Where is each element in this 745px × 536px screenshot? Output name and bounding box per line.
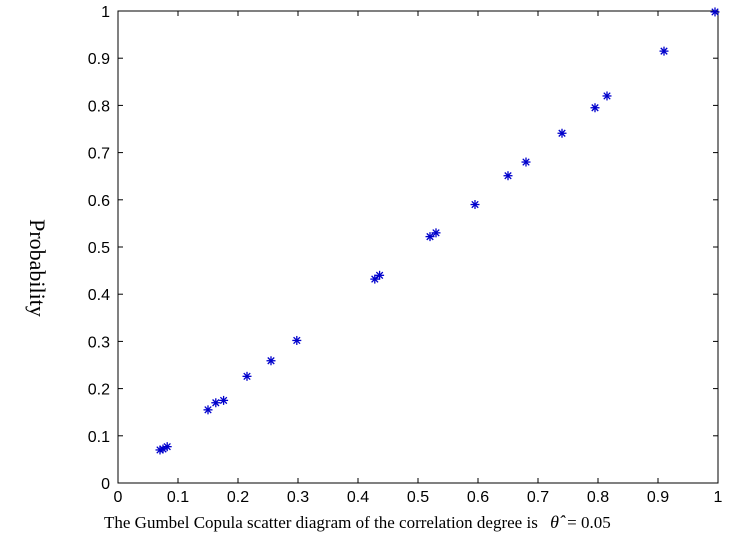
x-tick-label: 0.2	[227, 489, 249, 506]
y-tick-label: 0.8	[88, 98, 110, 115]
y-tick-label: 0	[101, 476, 110, 493]
data-point	[162, 442, 172, 452]
y-tick-label: 0.5	[88, 240, 110, 257]
y-tick-label: 0.9	[88, 51, 110, 68]
y-tick-label: 1	[101, 4, 110, 21]
x-tick-label: 0.4	[347, 489, 369, 506]
x-tick-label: 0.9	[647, 489, 669, 506]
data-point	[211, 398, 221, 408]
data-point	[521, 157, 531, 167]
x-tick-label: 0.6	[467, 489, 489, 506]
y-axis-ticks: 0 0.1 0.2 0.3 0.4 0.5 0.6 0.7 0.8 0.9 1	[88, 4, 718, 493]
data-point	[431, 228, 441, 238]
y-tick-label: 0.4	[88, 287, 110, 304]
data-point	[375, 270, 385, 280]
data-points	[155, 7, 720, 455]
data-point	[602, 91, 612, 101]
x-tick-label: 0.3	[287, 489, 309, 506]
data-point	[659, 46, 669, 56]
y-tick-label: 0.1	[88, 429, 110, 446]
data-point	[590, 103, 600, 113]
x-tick-label: 1	[714, 489, 723, 506]
x-axis-ticks: 0 0.1 0.2 0.3 0.4 0.5 0.6 0.7 0.8 0.9 1	[114, 11, 723, 506]
y-tick-label: 0.2	[88, 382, 110, 399]
data-point	[710, 7, 720, 17]
y-axis-title: Probability	[25, 219, 50, 317]
data-point	[266, 356, 276, 366]
x-tick-label: 0.1	[167, 489, 189, 506]
data-point	[470, 200, 480, 210]
theta-value: = 0.05	[567, 513, 611, 532]
caption: The Gumbel Copula scatter diagram of the…	[104, 512, 611, 532]
data-point	[425, 232, 435, 242]
data-point	[219, 395, 229, 405]
data-point	[203, 405, 213, 415]
x-tick-label: 0.8	[587, 489, 609, 506]
x-tick-label: 0	[114, 489, 123, 506]
y-tick-label: 0.3	[88, 334, 110, 351]
y-tick-label: 0.6	[88, 193, 110, 210]
data-point	[242, 371, 252, 381]
data-point	[370, 274, 380, 284]
data-point	[503, 171, 513, 181]
data-point	[292, 335, 302, 345]
y-tick-label: 0.7	[88, 146, 110, 163]
x-tick-label: 0.5	[407, 489, 429, 506]
theta-symbol: θ̂	[550, 512, 566, 532]
data-point	[557, 128, 567, 138]
x-tick-label: 0.7	[527, 489, 549, 506]
caption-text: The Gumbel Copula scatter diagram of the…	[104, 513, 538, 532]
